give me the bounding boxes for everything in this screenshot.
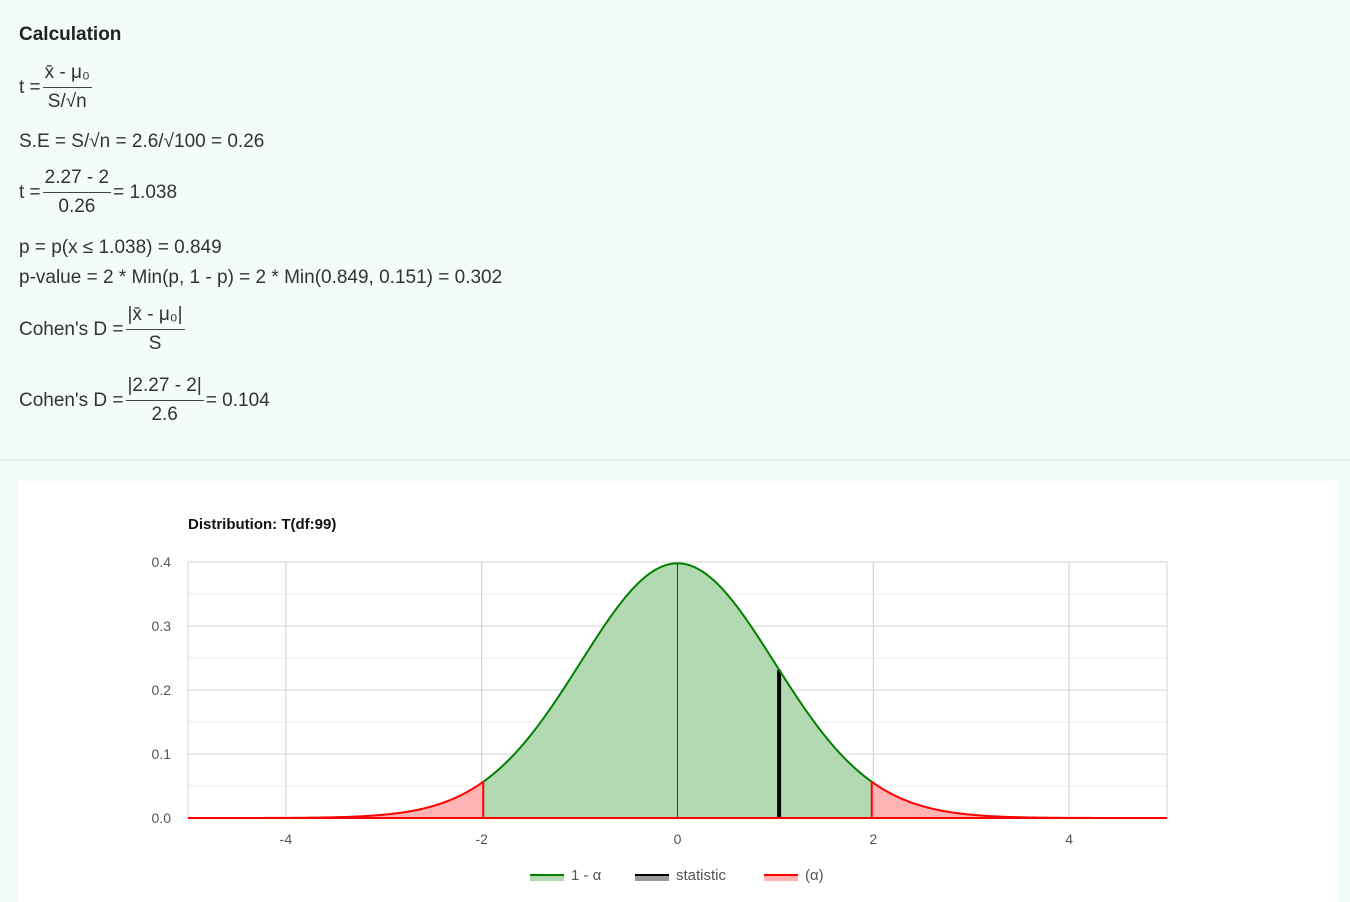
right-tail-area [871, 781, 1167, 818]
calculation-title: Calculation [19, 24, 122, 45]
left-tail-area [188, 781, 484, 818]
y-tick-label: 0.4 [152, 554, 172, 570]
t-value-result: = 1.038 [113, 181, 178, 203]
cohen-value: Cohen's D = |2.27 - 2| 2.6 = 0.104 [19, 375, 270, 426]
legend-label: (α) [805, 867, 824, 884]
p-line: p = p(x ≤ 1.038) = 0.849 [19, 237, 222, 258]
cohen-formula: Cohen's D = |x̄ - μ₀| S [19, 304, 185, 355]
calculation-section: Calculation t = x̄ - μ₀ S/√n S.E = S/√n … [19, 20, 1319, 450]
cohen-value-lhs: Cohen's D = [19, 389, 124, 411]
legend-swatch [530, 875, 564, 881]
y-tick-label: 0.1 [152, 746, 172, 762]
cohen-value-result: = 0.104 [205, 389, 270, 411]
x-tick-label: 4 [1065, 831, 1073, 847]
legend-item-acceptance: 1 - α [530, 867, 602, 884]
cohen-formula-lhs: Cohen's D = [19, 318, 124, 340]
x-tick-label: -4 [280, 831, 293, 847]
x-tick-label: -2 [475, 831, 488, 847]
t-formula: t = x̄ - μ₀ S/√n [19, 62, 92, 113]
t-value-fraction: 2.27 - 2 0.26 [42, 167, 112, 218]
standard-error-line: S.E = S/√n = 2.6/√100 = 0.26 [19, 131, 265, 152]
tick-layer: 0.0 0.1 0.2 0.3 0.4 -4 -2 0 2 4 [152, 554, 1074, 847]
t-formula-lhs: t = [19, 76, 41, 98]
acceptance-curve [482, 562, 873, 783]
t-value-lhs: t = [19, 181, 41, 203]
cohen-value-fraction: |2.27 - 2| 2.6 [125, 375, 204, 426]
chart-title: Distribution: T(df:99) [188, 516, 336, 533]
legend-item-alpha: (α) [764, 867, 824, 884]
legend: 1 - α statistic (α) [530, 867, 824, 884]
chart-card: Distribution: T(df:99) 0.0 0.1 0.2 0.3 0.4 -4… [18, 481, 1338, 902]
y-tick-label: 0.0 [152, 810, 172, 826]
cohen-value-numerator: |2.27 - 2| [125, 375, 204, 401]
t-value-numerator: 2.27 - 2 [42, 167, 112, 193]
t-formula-numerator: x̄ - μ₀ [42, 62, 92, 88]
cohen-value-denominator: 2.6 [151, 404, 178, 425]
t-formula-fraction: x̄ - μ₀ S/√n [42, 62, 92, 113]
legend-swatch [764, 875, 798, 881]
legend-item-statistic: statistic [635, 867, 727, 884]
section-divider [0, 459, 1350, 461]
cohen-formula-denominator: S [148, 333, 162, 354]
y-tick-label: 0.3 [152, 618, 172, 634]
legend-label: statistic [676, 867, 727, 884]
x-tick-label: 0 [674, 831, 682, 847]
cohen-formula-numerator: |x̄ - μ₀| [125, 304, 185, 330]
x-tick-label: 2 [869, 831, 877, 847]
distribution-chart: Distribution: T(df:99) 0.0 0.1 0.2 0.3 0.4 -4… [152, 516, 1168, 884]
t-value-denominator: 0.26 [58, 196, 96, 217]
line-layer [188, 562, 1167, 819]
t-value: t = 2.27 - 2 0.26 = 1.038 [19, 167, 177, 218]
cohen-formula-fraction: |x̄ - μ₀| S [125, 304, 185, 355]
y-tick-label: 0.2 [152, 682, 172, 698]
p-value-line: p-value = 2 * Min(p, 1 - p) = 2 * Min(0.… [19, 267, 503, 288]
t-formula-denominator: S/√n [47, 91, 87, 112]
legend-label: 1 - α [571, 867, 602, 884]
legend-swatch [635, 875, 669, 881]
